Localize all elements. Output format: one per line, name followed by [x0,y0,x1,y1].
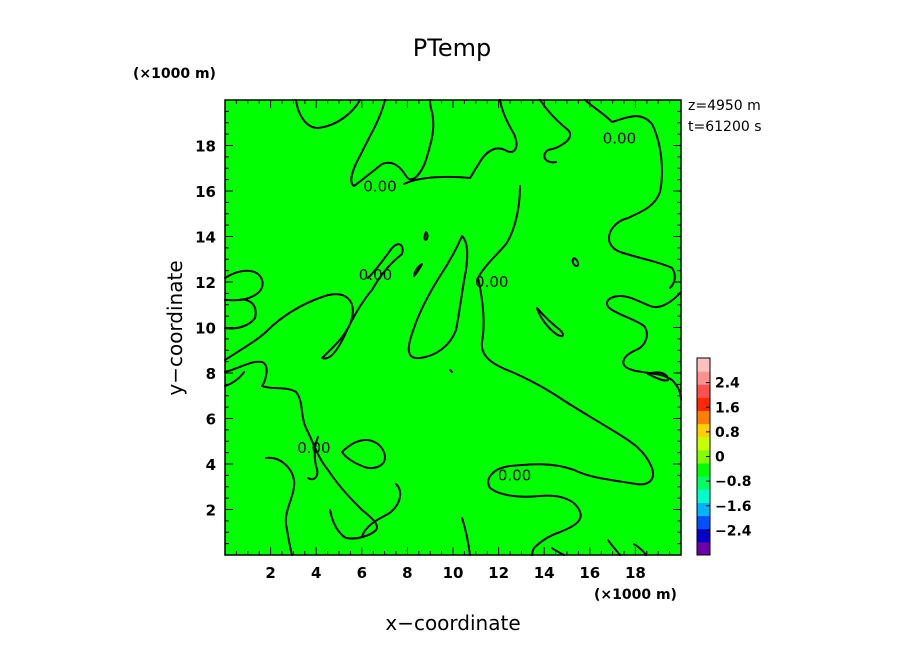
colorbar-swatch [697,358,710,372]
y-tick-label: 8 [206,365,216,383]
contour-line [584,99,676,289]
colorbar-swatch [697,397,710,412]
y-tick-label: 4 [206,456,216,474]
contour-line [413,263,423,277]
contour-line [350,99,435,187]
x-tick-label: 8 [402,564,412,582]
colorbar-swatch [697,489,710,503]
contour-line [265,456,296,556]
colorbar-swatch [697,436,710,451]
x-tick-label: 12 [488,564,509,582]
contour-labels: 0.00 0.00 0.00 0.00 0.00 0.00 [297,130,636,485]
colorbar-label: 0 [715,450,725,466]
contour-line [477,185,654,556]
contour-line [536,307,564,338]
x-tick-label: 6 [357,564,367,582]
contour-line [403,99,518,185]
x-unit-label: (×1000 m) [594,587,677,603]
colorbar-label: 1.6 [715,400,740,416]
contour-line [607,539,621,556]
colorbar: 2.4 1.6 0.8 0 −0.8 −1.6 −2.4 [696,357,752,556]
x-tick-label: 10 [443,564,464,582]
x-tick-label: 14 [534,564,555,582]
y-axis-title: y−coordinate [163,260,187,395]
colorbar-swatch [697,449,710,464]
colorbar-swatch [697,541,710,556]
y-unit-label: (×1000 m) [133,66,216,82]
x-axis-title: x−coordinate [385,611,520,635]
info-t-label: t=61200 s [688,119,762,135]
colorbar-swatch [697,410,710,425]
contour-line [361,483,402,537]
contour-line [605,291,682,401]
colorbar-swatch [697,423,710,438]
x-tick-label: 18 [625,564,646,582]
contour-label: 0.00 [297,439,330,457]
contour-label: 0.00 [603,130,636,148]
y-tick-label: 14 [195,229,216,247]
y-tick-label: 10 [195,320,216,338]
info-z-label: z=4950 m [688,98,761,114]
y-tick-label: 12 [195,274,216,292]
contour-line [633,543,647,556]
contour-lines [224,99,682,556]
colorbar-swatch [697,463,710,477]
contour-line [224,360,378,540]
contour-line [449,369,453,373]
y-axis-ticks: 2 4 6 8 10 12 14 16 18 [195,110,681,545]
colorbar-swatch [697,371,710,385]
contour-line [307,436,319,481]
colorbar-label: −0.8 [715,474,752,490]
contour-label: 0.00 [475,273,508,291]
contour-label: 0.00 [498,466,531,484]
colorbar-label: 0.8 [715,425,740,441]
contour-line [423,231,429,241]
colorbar-label: −1.6 [715,499,752,515]
contour-line [224,371,245,387]
contour-line [571,257,580,267]
contour-line [341,439,386,470]
colorbar-swatch [697,384,710,398]
contour-line [407,235,469,360]
contour-line [539,99,571,164]
colorbar-label: 2.4 [715,376,740,392]
contour-line [224,243,404,361]
x-axis-ticks: 2 4 6 8 10 12 14 16 18 [235,100,671,582]
colorbar-swatch [697,476,710,490]
colorbar-label: −2.4 [715,523,752,539]
contour-line [647,371,669,382]
colorbar-swatch [697,502,710,517]
contour-line [224,298,257,330]
contour-line [295,99,361,129]
colorbar-swatch [697,528,710,543]
x-tick-label: 4 [311,564,321,582]
y-tick-label: 2 [206,502,216,520]
contour-line [461,517,471,556]
y-tick-label: 16 [195,183,216,201]
x-tick-label: 2 [265,564,275,582]
contour-label: 0.00 [363,177,396,195]
y-tick-label: 18 [195,138,216,156]
x-tick-label: 16 [579,564,600,582]
colorbar-swatch [697,515,710,530]
chart-title: PTemp [413,34,491,62]
contour-label: 0.00 [359,266,392,284]
y-tick-label: 6 [206,411,216,429]
